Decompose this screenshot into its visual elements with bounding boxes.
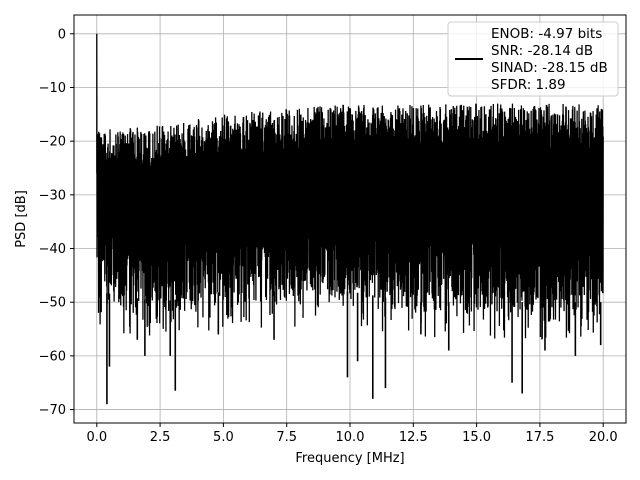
y-tick-label: −50 bbox=[39, 296, 66, 311]
legend-entry-sfdr: SFDR: 1.89 bbox=[491, 77, 566, 93]
y-axis-label: PSD [dB] bbox=[14, 190, 29, 248]
x-tick-label: 10.0 bbox=[336, 430, 365, 445]
legend-entry-enob: ENOB: -4.97 bits bbox=[491, 26, 602, 42]
x-tick-label: 5.0 bbox=[213, 430, 234, 445]
x-axis-ticks: 0.0 2.5 5.0 7.5 10.0 12.5 15.0 17.5 20.0 bbox=[86, 423, 618, 445]
y-tick-label: −40 bbox=[39, 242, 66, 257]
y-tick-label: −10 bbox=[39, 81, 66, 96]
y-tick-label: −60 bbox=[39, 349, 66, 364]
legend: ENOB: -4.97 bits SNR: -28.14 dB SINAD: -… bbox=[447, 21, 619, 97]
x-axis-label: Frequency [MHz] bbox=[295, 451, 404, 466]
x-tick-label: 0.0 bbox=[86, 430, 107, 445]
y-axis-ticks: 0 −10 −20 −30 −40 −50 −60 −70 bbox=[39, 27, 74, 418]
y-tick-label: −20 bbox=[39, 135, 66, 150]
x-tick-label: 7.5 bbox=[276, 430, 297, 445]
x-tick-label: 12.5 bbox=[399, 430, 428, 445]
y-tick-label: −30 bbox=[39, 188, 66, 203]
psd-series-line bbox=[96, 33, 604, 340]
legend-entry-sinad: SINAD: -28.15 dB bbox=[491, 60, 608, 76]
y-tick-label: −70 bbox=[39, 403, 66, 418]
y-tick-label: 0 bbox=[58, 27, 66, 42]
x-tick-label: 17.5 bbox=[525, 430, 554, 445]
series-group bbox=[96, 33, 604, 405]
x-tick-label: 20.0 bbox=[589, 430, 618, 445]
legend-box bbox=[447, 21, 619, 97]
x-tick-label: 15.0 bbox=[462, 430, 491, 445]
x-tick-label: 2.5 bbox=[150, 430, 171, 445]
legend-entry-snr: SNR: -28.14 dB bbox=[491, 43, 593, 59]
